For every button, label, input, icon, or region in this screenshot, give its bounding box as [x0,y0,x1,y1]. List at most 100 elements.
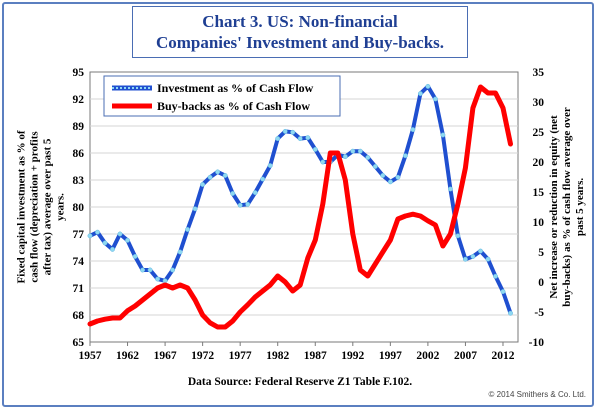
y-left-tick-label: 71 [73,283,85,295]
y-left-tick-label: 80 [73,202,85,214]
y-right-tick-label: -10 [529,337,545,349]
y-left-tick-label: 83 [73,175,85,187]
investment-point [237,202,243,208]
x-tick-label: 1977 [229,350,252,362]
legend: Investment as % of Cash Flow Buy-backs a… [103,75,341,117]
legend-label-buybacks: Buy-backs as % of Cash Flow [157,99,310,113]
investment-point [102,240,108,246]
x-tick-label: 1982 [266,350,289,362]
y-right-tick-label: 35 [533,67,545,79]
investment-point [493,273,498,279]
investment-point [395,174,401,180]
investment-point [342,154,348,160]
copyright-note: © 2014 Smithers & Co. Ltd. [488,390,587,399]
x-tick-label: 2002 [416,350,439,362]
investment-point [485,256,491,262]
investment-point [410,127,416,133]
investment-point [508,310,513,316]
x-tick-label: 1992 [341,350,364,362]
y-left-tick-label: 68 [73,310,85,322]
y-right-tick-label: 0 [538,277,544,289]
investment-point [155,276,161,282]
investment-point [185,227,191,232]
y-left-tick-label: 86 [73,148,85,160]
series-layer [87,83,513,330]
y-left-tick-label: 65 [73,337,85,349]
investment-point [230,191,236,196]
investment-point [425,83,431,89]
investment-point [177,249,183,255]
investment-point [387,179,393,185]
investment-point [125,237,130,243]
y-right-tick-label: 30 [533,97,545,109]
y-left-tick-label: 77 [73,229,85,241]
x-axis-ticks: 1957 1962 1967 1972 1977 1982 1987 1992 1997 2002… [79,342,515,362]
investment-point [117,231,123,237]
investment-point [470,254,476,259]
investment-point [357,148,363,154]
y-left-tick-label: 74 [73,256,85,268]
series-line-buybacks [87,84,513,330]
y-left-tick-label: 89 [73,121,85,133]
x-tick-label: 1962 [116,350,139,362]
investment-point [215,169,221,175]
x-tick-label: 2007 [454,350,477,362]
investment-point [147,267,153,273]
legend-box [103,75,341,117]
investment-point [267,163,273,169]
x-tick-label: 1997 [379,350,402,362]
investment-point [192,206,198,212]
investment-point [447,186,453,192]
investment-point [95,229,100,235]
y-right-tick-label: 5 [538,247,544,259]
investment-point [462,256,468,262]
y-right-tick-label: 15 [533,187,545,199]
investment-point [132,254,138,259]
x-tick-label: 1972 [191,350,214,362]
chart-title: Chart 3. US: Non-financial Companies' In… [132,6,468,58]
investment-point [380,173,386,178]
investment-point [222,173,228,178]
right-axis-ticks: -10 -5 0 5 10 15 20 25 30 35 [529,67,545,349]
y-left-axis-label: Fixed capital investment as % ofcash flo… [16,130,67,283]
investment-point [432,96,438,102]
investment-point [417,91,423,97]
investment-point [372,164,378,169]
y-right-axis-label: Net increase or reduction in equity (net… [548,107,586,307]
x-tick-label: 1967 [154,350,177,362]
legend-label-investment: Investment as % of Cash Flow [157,81,314,95]
y-right-tick-label: 25 [533,127,545,139]
investment-point [200,182,206,187]
investment-point [297,136,303,142]
investment-point [478,248,483,254]
investment-point [282,128,288,134]
x-tick-label: 2012 [491,350,514,362]
investment-point [252,190,258,196]
investment-point [87,233,93,239]
chart-title-line-1: Chart 3. US: Non-financial [202,12,398,31]
left-axis-ticks: 65 68 71 74 77 80 83 86 89 92 95 [73,67,85,349]
investment-point [402,153,408,159]
y-left-tick-label: 92 [73,94,85,106]
investment-point [140,267,146,273]
investment-point [440,132,446,138]
investment-point [275,136,281,142]
investment-point [305,135,311,141]
investment-point [500,289,506,295]
investment-point [320,159,326,165]
investment-point [350,148,356,154]
investment-point [245,201,251,207]
investment-point [170,267,176,273]
investment-point [312,146,318,152]
investment-point [110,246,115,252]
chart-title-line-2: Companies' Investment and Buy-backs. [155,33,445,52]
y-left-tick-label: 95 [73,67,85,79]
investment-point [290,129,296,135]
investment-point [365,155,371,160]
investment-point [162,278,168,284]
y-right-tick-label: 20 [533,157,545,169]
y-right-tick-label: -5 [534,307,544,319]
data-source-note: Data Source: Federal Reserve Z1 Table F.… [187,376,413,388]
investment-point [207,174,213,180]
